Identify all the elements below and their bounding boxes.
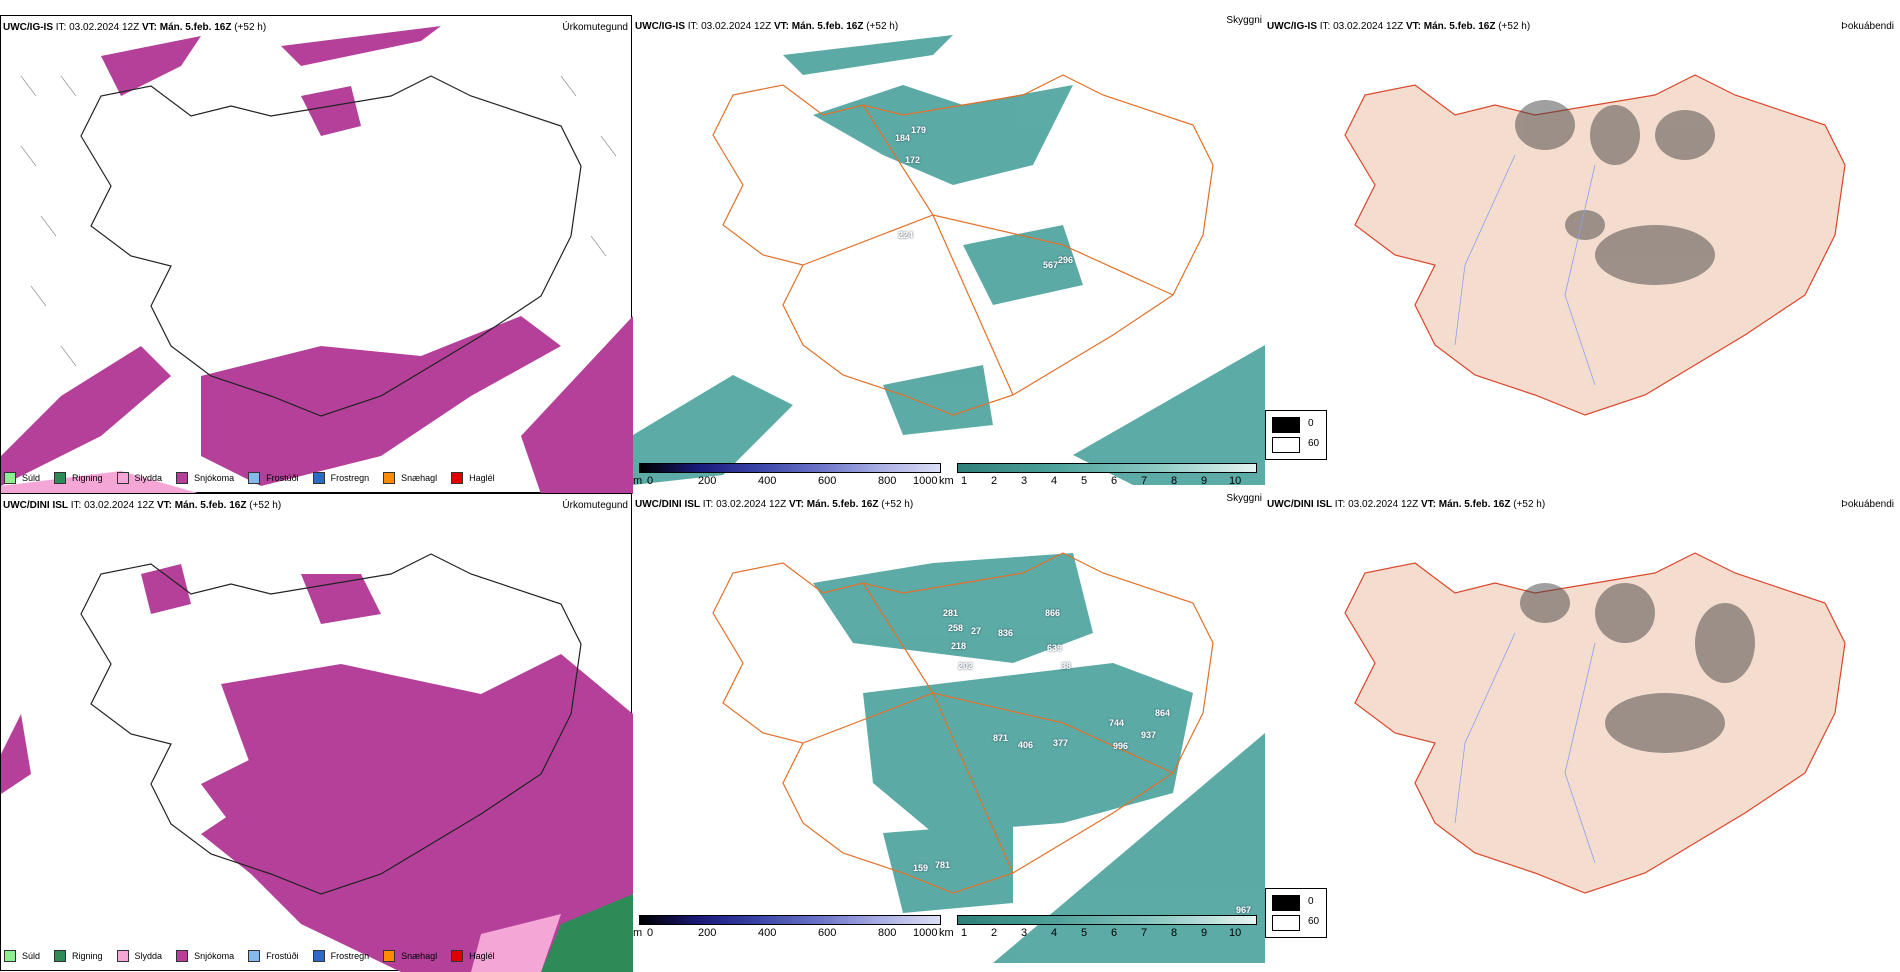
sleet-area — [1, 471, 201, 494]
land-area — [1344, 74, 1846, 416]
visibility-panel-bottom: UWC/DINI ISL IT: 03.02.2024 12Z VT: Mán.… — [633, 493, 1265, 971]
ceiling-value: 866 — [1045, 608, 1061, 618]
panel-header: UWC/IG-IS IT: 03.02.2024 12Z VT: Mán. 5.… — [1267, 21, 1531, 32]
legend-item: Snjókoma — [176, 472, 234, 484]
fog-map-bottom — [1344, 552, 1846, 894]
legend-item: Snjókoma — [176, 950, 234, 962]
ceiling-value: 639 — [1047, 643, 1063, 653]
ceiling-value: 179 — [911, 125, 927, 135]
fog-panel-top: UWC/IG-IS IT: 03.02.2024 12Z VT: Mán. 5.… — [1265, 15, 1897, 493]
iceland-outline — [80, 553, 582, 895]
fog-scale-top: 0 60 — [1265, 410, 1327, 460]
wind-barbs — [20, 75, 617, 367]
rivers — [1454, 632, 1596, 864]
ceiling-value: 871 — [993, 733, 1009, 743]
ceiling-value: 38 — [1061, 661, 1072, 671]
ceiling-value: 967 — [1236, 905, 1252, 915]
ceiling-value: 567 — [1043, 260, 1059, 270]
ceiling-value: 172 — [905, 155, 921, 165]
precip-legend: Súld Rigning Slydda Snjókoma Frostúði Fr… — [4, 472, 509, 484]
fog-index-areas — [1515, 100, 1715, 285]
ceiling-value: 224 — [898, 230, 914, 240]
visibility-map-bottom — [712, 552, 1265, 963]
panel-title: Þokuábendi — [1841, 499, 1894, 510]
ceiling-value: 159 — [913, 863, 929, 873]
snow-areas — [1, 564, 633, 972]
visibility-colorbar: km 1 2 3 4 5 6 7 8 9 10 — [939, 915, 1259, 939]
panel-title: Þokuábendi — [1841, 21, 1894, 32]
visibility-map-top — [633, 35, 1265, 485]
visibility-colorbar: km 1 2 3 4 5 6 7 8 9 10 — [939, 463, 1259, 487]
panel-header: UWC/IG-IS IT: 03.02.2024 12Z VT: Mán. 5.… — [3, 22, 267, 33]
ceiling-value: 281 — [943, 608, 959, 618]
panel-header: UWC/DINI ISL IT: 03.02.2024 12Z VT: Mán.… — [1267, 499, 1546, 510]
legend-item: Súld — [4, 472, 40, 484]
panel-header: UWC/DINI ISL IT: 03.02.2024 12Z VT: Mán.… — [635, 499, 914, 510]
ceiling-value: 27 — [971, 626, 982, 636]
panel-title: Úrkomutegund — [562, 22, 628, 33]
ceiling-value: 406 — [1018, 740, 1034, 750]
precip-panel-top: UWC/IG-IS IT: 03.02.2024 12Z VT: Mán. 5.… — [0, 15, 633, 494]
ceiling-value: 836 — [998, 628, 1014, 638]
legend-item: Frostúði — [248, 950, 299, 962]
precip-map-bottom — [1, 553, 633, 972]
legend-item: Snæhagl — [383, 950, 437, 962]
fog-index-areas — [1520, 583, 1755, 753]
land-area — [1344, 552, 1846, 894]
ceiling-colorbar: m 0 200 400 600 800 1000 — [633, 463, 943, 487]
precip-panel-bottom: UWC/DINI ISL IT: 03.02.2024 12Z VT: Mán.… — [0, 493, 633, 972]
ceiling-value: 218 — [951, 641, 967, 651]
ceiling-value: 184 — [895, 133, 911, 143]
iceland-outline — [80, 75, 582, 417]
fog-map-top — [1344, 74, 1846, 416]
ceiling-value: 296 — [1058, 255, 1074, 265]
panel-title: Skyggni — [1226, 493, 1262, 504]
panel-header: UWC/IG-IS IT: 03.02.2024 12Z VT: Mán. 5.… — [635, 21, 899, 32]
road-network — [712, 552, 1214, 894]
ceiling-value: 864 — [1155, 708, 1171, 718]
legend-item: Slydda — [116, 950, 162, 962]
legend-item: Rigning — [54, 472, 103, 484]
panel-title: Skyggni — [1226, 15, 1262, 26]
legend-item: Haglél — [451, 472, 495, 484]
panel-title: Úrkomutegund — [562, 500, 628, 511]
ceiling-value: 202 — [958, 661, 974, 671]
ceiling-value: 937 — [1141, 730, 1157, 740]
ceiling-value: 996 — [1113, 741, 1129, 751]
ceiling-value: 781 — [935, 860, 951, 870]
panel-header: UWC/DINI ISL IT: 03.02.2024 12Z VT: Mán.… — [3, 500, 282, 511]
visibility-panel-top: UWC/IG-IS IT: 03.02.2024 12Z VT: Mán. 5.… — [633, 15, 1265, 493]
low-visibility-areas — [813, 553, 1265, 963]
legend-item: Súld — [4, 950, 40, 962]
legend-item: Haglél — [451, 950, 495, 962]
legend-item: Rigning — [54, 950, 103, 962]
precip-map-top — [1, 26, 633, 494]
fog-scale-bottom: 0 60 — [1265, 888, 1327, 938]
low-visibility-areas — [633, 35, 1265, 485]
ceiling-value: 377 — [1053, 738, 1069, 748]
snow-areas — [1, 26, 633, 494]
ceiling-value: 744 — [1109, 718, 1125, 728]
ceiling-colorbar: m 0 200 400 600 800 1000 — [633, 915, 943, 939]
fog-panel-bottom: UWC/DINI ISL IT: 03.02.2024 12Z VT: Mán.… — [1265, 493, 1897, 971]
legend-item: Frostregn — [312, 950, 369, 962]
legend-item: Snæhagl — [383, 472, 437, 484]
legend-item: Slydda — [116, 472, 162, 484]
legend-item: Frostregn — [312, 472, 369, 484]
precip-legend: Súld Rigning Slydda Snjókoma Frostúði Fr… — [4, 950, 509, 962]
ceiling-value: 258 — [948, 623, 964, 633]
legend-item: Frostúði — [248, 472, 299, 484]
road-network — [712, 74, 1214, 416]
rivers — [1454, 154, 1596, 386]
